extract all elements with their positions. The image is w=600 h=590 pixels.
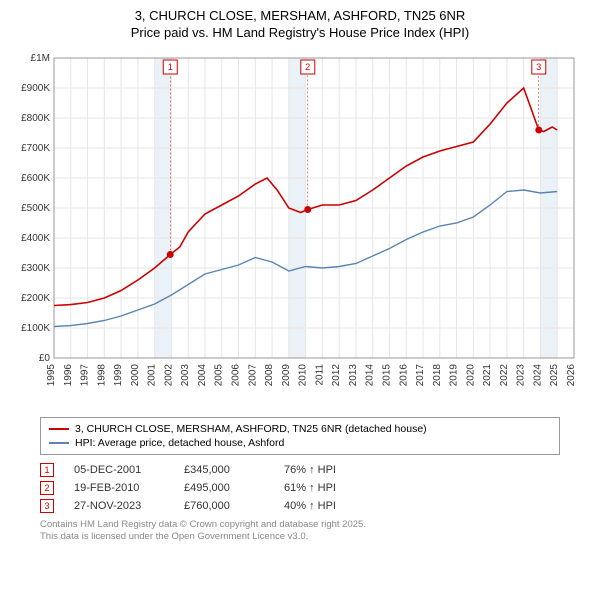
events-table: 1 05-DEC-2001 £345,000 76% ↑ HPI 2 19-FEB-201… <box>40 461 560 515</box>
event-row: 2 19-FEB-2010 £495,000 61% ↑ HPI <box>40 479 560 497</box>
svg-text:2010: 2010 <box>298 363 309 386</box>
event-marker: 1 <box>40 463 54 477</box>
line-chart: £0 £100K £200K £300K £400K £500K £600K £700K £80… <box>10 48 590 408</box>
svg-text:2: 2 <box>305 62 310 72</box>
footer-line-2: This data is licensed under the Open Gov… <box>40 531 560 543</box>
legend-item: HPI: Average price, detached house, Ashf… <box>49 436 551 450</box>
svg-text:2006: 2006 <box>231 363 242 386</box>
svg-text:£300K: £300K <box>21 263 50 274</box>
svg-text:2026: 2026 <box>566 363 577 386</box>
event-hpi: 61% ↑ HPI <box>284 482 364 494</box>
svg-text:2005: 2005 <box>214 363 225 386</box>
svg-text:2025: 2025 <box>549 363 560 386</box>
svg-text:£400K: £400K <box>21 233 50 244</box>
svg-text:2012: 2012 <box>331 363 342 386</box>
svg-text:2024: 2024 <box>532 363 543 386</box>
chart-area: £0 £100K £200K £300K £400K £500K £600K £700K £80… <box>10 48 590 413</box>
svg-text:£200K: £200K <box>21 293 50 304</box>
attribution: Contains HM Land Registry data © Crown c… <box>40 519 560 543</box>
svg-text:2007: 2007 <box>247 363 258 386</box>
svg-text:2004: 2004 <box>197 363 208 386</box>
event-hpi: 40% ↑ HPI <box>284 500 364 512</box>
svg-text:£0: £0 <box>39 353 51 364</box>
svg-text:1999: 1999 <box>113 363 124 386</box>
event-date: 27-NOV-2023 <box>74 500 164 512</box>
svg-text:3: 3 <box>536 62 541 72</box>
svg-text:2021: 2021 <box>482 363 493 386</box>
svg-text:2002: 2002 <box>163 363 174 386</box>
event-hpi: 76% ↑ HPI <box>284 464 364 476</box>
event-marker: 3 <box>40 499 54 513</box>
svg-text:2019: 2019 <box>449 363 460 386</box>
svg-text:£700K: £700K <box>21 143 50 154</box>
event-price: £345,000 <box>184 464 264 476</box>
svg-text:1996: 1996 <box>63 363 74 386</box>
svg-text:2011: 2011 <box>314 363 325 385</box>
event-row: 1 05-DEC-2001 £345,000 76% ↑ HPI <box>40 461 560 479</box>
svg-text:1995: 1995 <box>46 363 57 386</box>
legend-swatch <box>49 442 69 444</box>
svg-text:2016: 2016 <box>398 363 409 386</box>
svg-text:2013: 2013 <box>348 363 359 386</box>
chart-title: 3, CHURCH CLOSE, MERSHAM, ASHFORD, TN25 … <box>10 8 590 42</box>
footer-line-1: Contains HM Land Registry data © Crown c… <box>40 519 560 531</box>
event-row: 3 27-NOV-2023 £760,000 40% ↑ HPI <box>40 497 560 515</box>
legend-item: 3, CHURCH CLOSE, MERSHAM, ASHFORD, TN25 … <box>49 422 551 436</box>
legend-label: 3, CHURCH CLOSE, MERSHAM, ASHFORD, TN25 … <box>75 423 427 435</box>
event-marker: 2 <box>40 481 54 495</box>
svg-text:2015: 2015 <box>381 363 392 386</box>
legend: 3, CHURCH CLOSE, MERSHAM, ASHFORD, TN25 … <box>40 417 560 455</box>
svg-text:2014: 2014 <box>365 363 376 386</box>
svg-text:£1M: £1M <box>31 53 50 64</box>
svg-text:2001: 2001 <box>147 363 158 386</box>
title-line-2: Price paid vs. HM Land Registry's House … <box>10 25 590 42</box>
svg-text:2018: 2018 <box>432 363 443 386</box>
svg-text:2000: 2000 <box>130 363 141 386</box>
svg-text:£500K: £500K <box>21 203 50 214</box>
svg-text:1997: 1997 <box>80 363 91 386</box>
svg-text:2003: 2003 <box>180 363 191 386</box>
event-price: £760,000 <box>184 500 264 512</box>
svg-text:2017: 2017 <box>415 363 426 386</box>
event-date: 05-DEC-2001 <box>74 464 164 476</box>
svg-text:£600K: £600K <box>21 173 50 184</box>
svg-text:£900K: £900K <box>21 83 50 94</box>
svg-text:£800K: £800K <box>21 113 50 124</box>
svg-text:£100K: £100K <box>21 323 50 334</box>
svg-text:1998: 1998 <box>96 363 107 386</box>
svg-text:2008: 2008 <box>264 363 275 386</box>
svg-text:2020: 2020 <box>465 363 476 386</box>
svg-text:2009: 2009 <box>281 363 292 386</box>
svg-text:1: 1 <box>168 62 173 72</box>
svg-text:2023: 2023 <box>516 363 527 386</box>
event-price: £495,000 <box>184 482 264 494</box>
svg-text:2022: 2022 <box>499 363 510 386</box>
event-date: 19-FEB-2010 <box>74 482 164 494</box>
legend-swatch <box>49 428 69 430</box>
legend-label: HPI: Average price, detached house, Ashf… <box>75 437 284 449</box>
title-line-1: 3, CHURCH CLOSE, MERSHAM, ASHFORD, TN25 … <box>10 8 590 25</box>
